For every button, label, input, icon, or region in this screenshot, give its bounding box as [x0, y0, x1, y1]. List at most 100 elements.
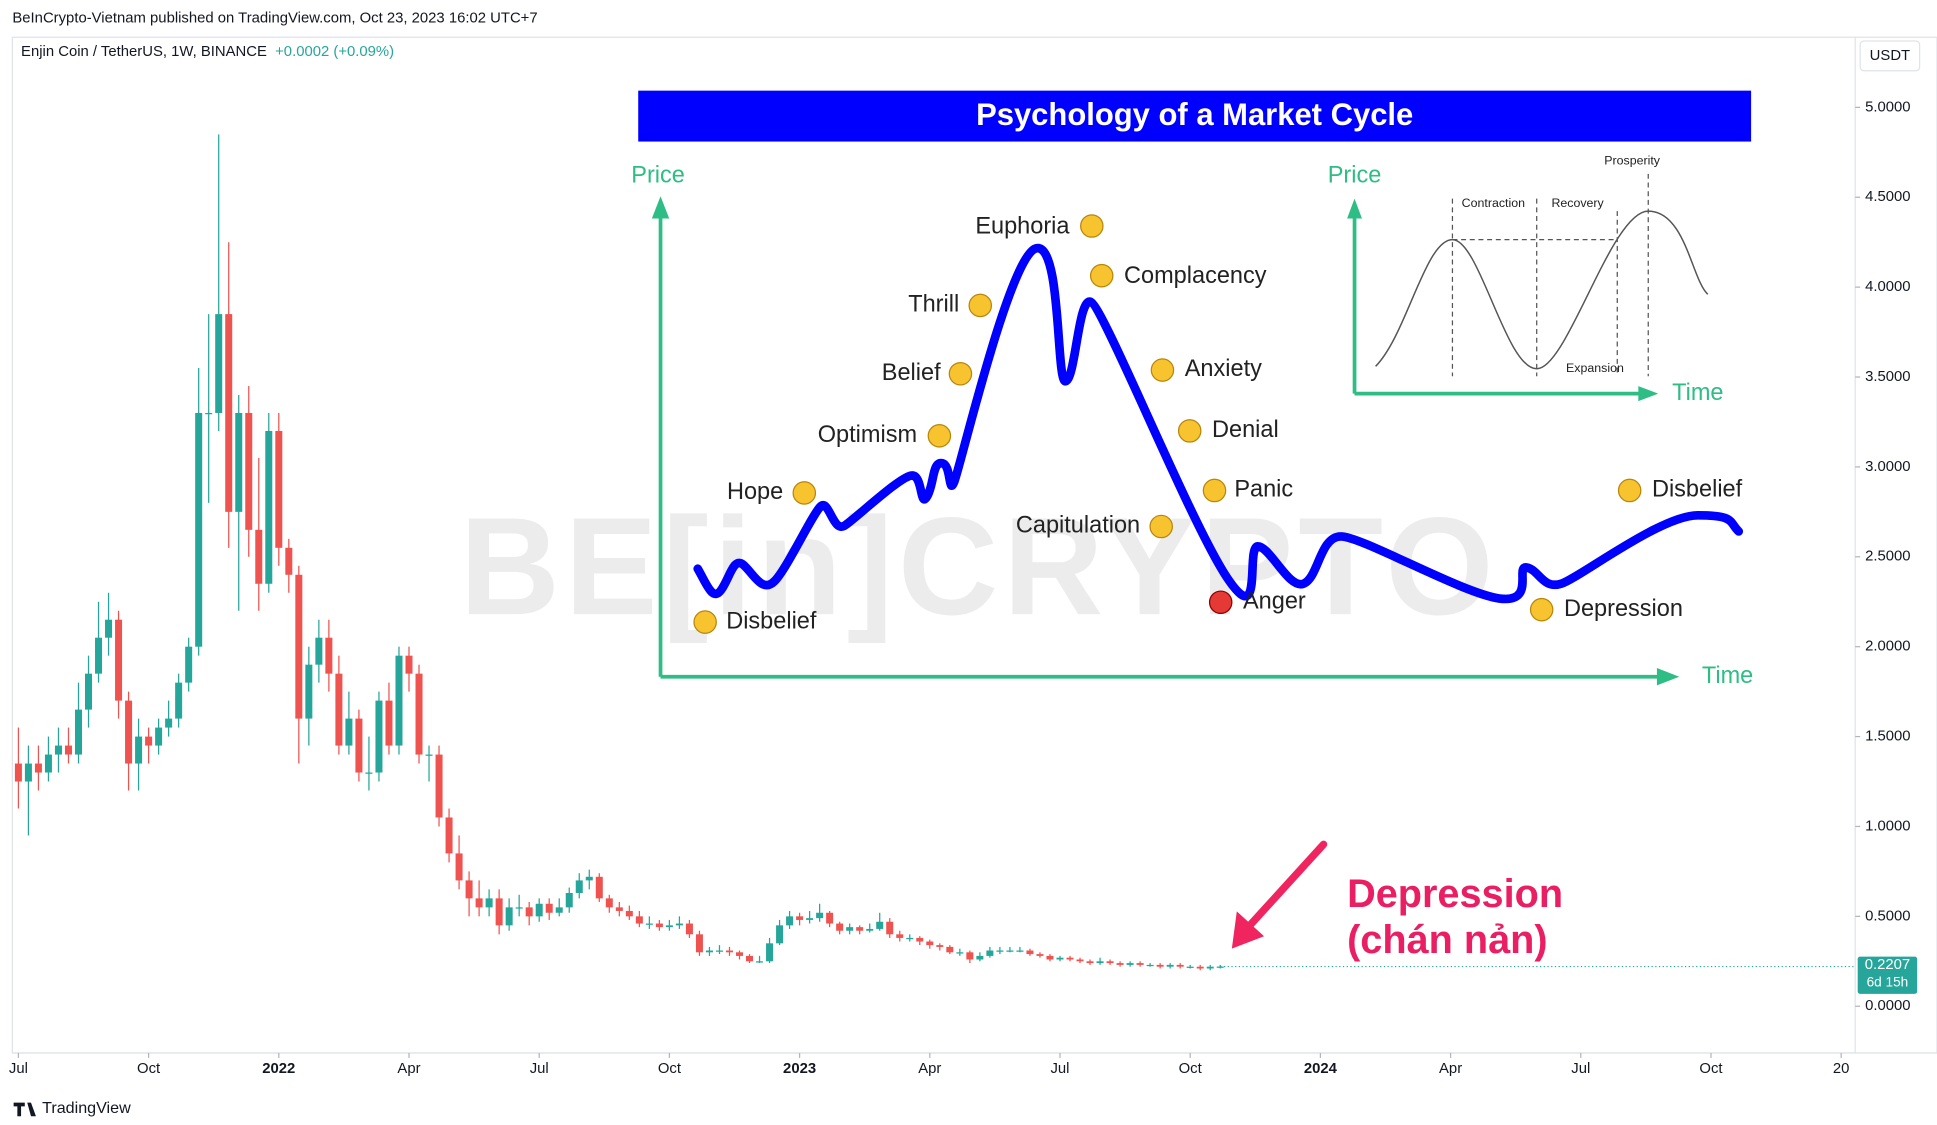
candle-body [375, 700, 383, 773]
brand: TradingView [42, 1099, 131, 1117]
symbol: Enjin Coin / TetherUS, 1W, BINANCE [21, 44, 267, 60]
candle-body [185, 646, 193, 683]
candle-body [605, 898, 613, 908]
candle-body [625, 910, 633, 917]
candle-body [695, 934, 703, 953]
stage-label: Disbelief [726, 607, 817, 633]
stage-label: Capitulation [1016, 512, 1140, 538]
candle-body [1106, 961, 1114, 964]
candle-body [195, 412, 203, 647]
candles [14, 134, 1224, 971]
candle-body [315, 637, 323, 665]
candle-body [665, 925, 673, 928]
phase-label: Contraction [1462, 196, 1525, 210]
candle-body [725, 950, 733, 953]
stage-label: Panic [1234, 476, 1293, 502]
candle-body [245, 412, 253, 530]
candle-body [205, 412, 213, 415]
candle-body [996, 950, 1004, 952]
emoji [1149, 514, 1173, 539]
candle-body [735, 952, 744, 956]
candle-body [916, 937, 924, 942]
candle-body [395, 655, 403, 746]
x-tick-label: Jul [1571, 1061, 1590, 1077]
candle-body [1176, 964, 1184, 967]
emoji [693, 610, 717, 634]
currency[interactable]: USDT [1870, 48, 1910, 64]
candle-body [1206, 966, 1214, 969]
stage-label: Hope [727, 478, 783, 504]
candle-body [986, 950, 994, 956]
candle-body [24, 763, 32, 782]
candle-body [495, 898, 503, 926]
candle-body [645, 923, 653, 925]
emoji [968, 293, 993, 318]
candle-body [215, 314, 223, 413]
candle-body [575, 880, 583, 893]
annotation: Depression [1347, 872, 1563, 916]
candle-body [165, 718, 173, 728]
candle-body [555, 907, 563, 913]
candle-body [365, 772, 373, 774]
emoji [1208, 590, 1233, 615]
currency-box[interactable] [1859, 40, 1921, 72]
candle-body [545, 903, 553, 913]
candle-body [525, 907, 533, 917]
stage-label: Euphoria [975, 212, 1070, 238]
x-tick-label: Jul [9, 1061, 28, 1077]
emoji [1177, 419, 1202, 443]
last-price-label: 0.2207 [1865, 957, 1910, 973]
candle-body [1076, 959, 1084, 962]
candle-body [175, 682, 183, 719]
cycle-axes [658, 208, 1661, 679]
y-tick-label: 0.0000 [1865, 998, 1910, 1014]
candle-body [415, 673, 423, 755]
inset-axes [1352, 213, 1643, 396]
candle-body [1036, 954, 1044, 956]
axes: 0.0000 0.5000 1.0000 1.5000 2.0000 2.5000 3.00… [9, 99, 1918, 1077]
candle-body [455, 853, 463, 881]
emoji-icons [693, 214, 1642, 634]
candle-body [715, 950, 723, 952]
info-title: Psychology of a Market Cycle [976, 97, 1413, 132]
candle-body [505, 907, 513, 926]
candle-body [295, 574, 303, 719]
stage-label: Anger [1243, 587, 1306, 613]
price-label: Price [631, 162, 685, 188]
emoji [1529, 597, 1554, 622]
candle-body [435, 754, 443, 818]
candle-body [926, 941, 934, 946]
info-title-box [638, 90, 1752, 142]
change: +0.0002 (+0.09%) [275, 44, 394, 60]
inset-wave [1375, 210, 1709, 370]
x-tick-label: Jul [1050, 1061, 1069, 1077]
candle-body [615, 907, 623, 911]
candle-body [305, 664, 313, 719]
candle-body [235, 412, 243, 512]
y-tick-label: 4.0000 [1865, 279, 1910, 295]
y-tick-label: 5.0000 [1865, 99, 1910, 115]
candle-body [595, 876, 603, 899]
candle-body [826, 912, 834, 924]
stage-label: Denial [1212, 416, 1279, 442]
candle-body [1096, 961, 1104, 964]
phase-label: Expansion [1566, 361, 1624, 375]
candle-body [976, 955, 984, 960]
stage-label: Disbelief [1652, 476, 1743, 502]
candle-body [535, 903, 543, 917]
publisher-line: BeInCrypto-Vietnam published on TradingV… [12, 11, 537, 27]
x-tick-label: 2022 [262, 1061, 295, 1077]
phase-label: Prosperity [1604, 154, 1661, 168]
y-tick-label: 0.5000 [1865, 908, 1910, 924]
candle-body [1136, 963, 1144, 965]
x-tick-label: 20 [1833, 1061, 1850, 1077]
x-tick-label: Apr [1439, 1061, 1462, 1077]
candle-body [14, 763, 22, 782]
candle-body [585, 876, 593, 881]
candle-body [155, 727, 163, 746]
x-tick-label: Oct [1699, 1061, 1723, 1077]
y-tick-label: 2.0000 [1865, 639, 1910, 655]
candle-body [385, 700, 393, 746]
